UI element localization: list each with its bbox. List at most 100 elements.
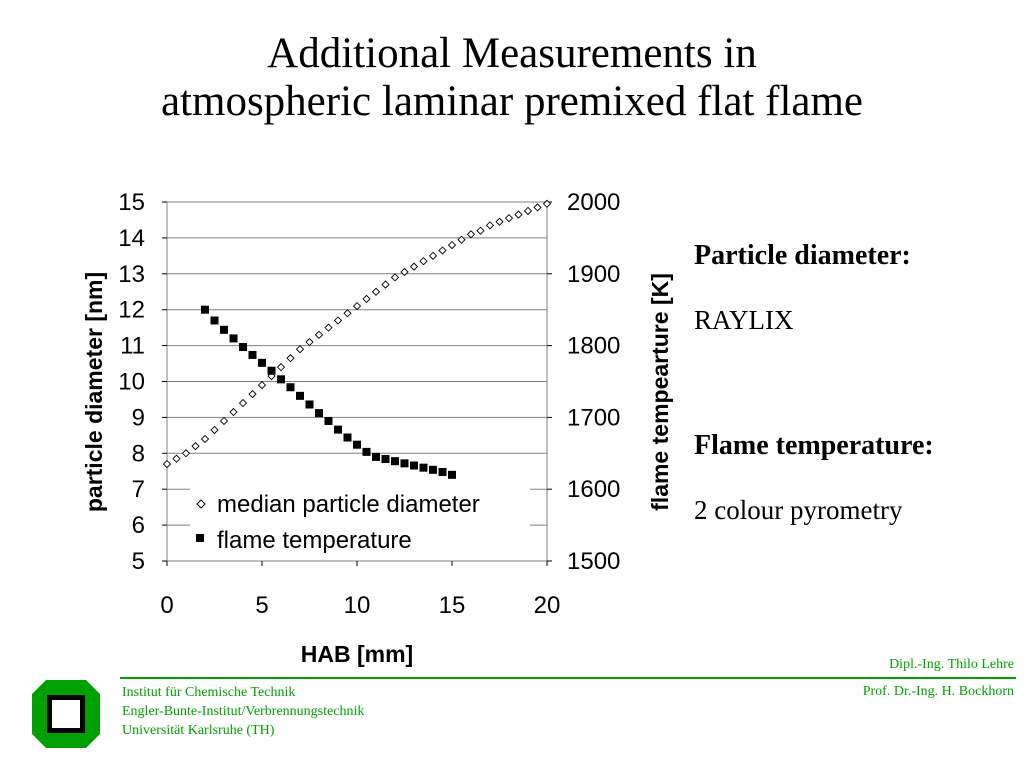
- diameter-point: [476, 226, 485, 235]
- temperature-point: [448, 470, 456, 479]
- slide-title: Additional Measurements in atmospheric l…: [0, 30, 1024, 126]
- right-tick-label: 1500: [567, 548, 620, 575]
- x-tick-label: 15: [439, 592, 466, 619]
- temperature-point: [296, 391, 304, 400]
- temperature-point: [334, 425, 342, 434]
- flame-temperature-heading: Flame temperature:: [694, 430, 934, 461]
- diameter-point: [305, 337, 314, 347]
- diameter-point: [200, 434, 210, 444]
- right-tick-label: 1800: [567, 333, 620, 360]
- left-axis-ticks: 5 6 7 8 9 10 11 12 13 14 15: [118, 189, 167, 575]
- diameter-point: [229, 407, 238, 417]
- series-median-particle-diameter: [162, 199, 552, 469]
- left-tick-label: 12: [118, 297, 145, 324]
- left-tick-label: 7: [132, 476, 145, 503]
- diameter-point: [504, 214, 514, 223]
- diameter-point: [371, 287, 381, 296]
- legend-label-median-particle-diameter: median particle diameter: [217, 491, 480, 518]
- temperature-point: [410, 461, 418, 470]
- temperature-point: [362, 447, 371, 456]
- left-tick-label: 8: [132, 440, 145, 467]
- temperature-point: [248, 350, 257, 359]
- diameter-point: [181, 449, 191, 458]
- temperature-point: [239, 343, 247, 352]
- particle-diameter-method: RAYLIX: [694, 305, 794, 335]
- temperature-point: [419, 463, 428, 472]
- y-axis-right-label: flame tempearture [K]: [647, 273, 673, 511]
- diameter-point: [514, 210, 523, 219]
- diameter-point: [210, 425, 219, 435]
- institute-line-1: Institut für Chemische Technik: [122, 685, 296, 700]
- diameter-point: [191, 441, 200, 451]
- diameter-point: [343, 309, 352, 318]
- temperature-point: [210, 316, 219, 325]
- legend-label-flame-temperature: flame temperature: [217, 527, 412, 554]
- diameter-point: [533, 203, 542, 212]
- right-tick-label: 1700: [567, 404, 620, 431]
- flame-temperature-method: 2 colour pyrometry: [694, 495, 903, 525]
- left-tick-label: 9: [132, 404, 145, 431]
- left-tick-label: 6: [132, 512, 145, 539]
- diameter-point: [419, 257, 428, 266]
- x-tick-label: 20: [534, 592, 561, 619]
- left-tick-label: 15: [118, 189, 145, 216]
- left-tick-label: 11: [120, 333, 145, 360]
- temperature-point: [277, 375, 285, 384]
- temperature-point: [201, 305, 209, 314]
- diameter-point: [295, 345, 305, 354]
- temperature-point: [391, 457, 399, 466]
- diameter-point: [438, 246, 447, 255]
- particle-diameter-heading: Particle diameter:: [694, 240, 911, 271]
- x-tick-label: 10: [344, 592, 371, 619]
- x-axis-label: HAB [mm]: [301, 641, 413, 667]
- temperature-point: [258, 358, 266, 367]
- diameter-point: [495, 217, 504, 226]
- diameter-point: [457, 235, 466, 244]
- temperature-point: [324, 416, 333, 425]
- institute-block: Institut für Chemische Technik Engler-Bu…: [122, 683, 364, 740]
- left-tick-label: 14: [118, 225, 145, 252]
- diameter-point: [238, 398, 248, 408]
- institute-line-3: Universität Karlsruhe (TH): [122, 723, 275, 738]
- diameter-point: [257, 380, 267, 390]
- diameter-point: [447, 240, 457, 250]
- temperature-point: [353, 440, 361, 449]
- temperature-point: [305, 400, 314, 409]
- x-tick-label: 0: [160, 592, 173, 619]
- temperature-point: [438, 467, 447, 476]
- left-tick-label: 10: [118, 369, 145, 396]
- diameter-point: [352, 301, 362, 311]
- x-tick-label: 5: [255, 592, 268, 619]
- temperature-point: [400, 459, 409, 468]
- diameter-point: [172, 454, 181, 463]
- footer-divider: [120, 677, 1016, 679]
- temperature-point: [429, 465, 437, 474]
- university-logo-icon: [32, 680, 100, 748]
- diameter-point: [523, 206, 533, 216]
- y-axis-left-label: particle diameter [nm]: [81, 272, 107, 512]
- x-axis-ticks: 0 5 10 15 20: [160, 561, 560, 619]
- diameter-point: [324, 323, 333, 332]
- right-tick-label: 2000: [567, 189, 620, 216]
- right-tick-label: 1600: [567, 476, 620, 503]
- temperature-point: [372, 452, 380, 461]
- slide-title-line-2: atmospheric laminar premixed flat flame: [160, 78, 864, 125]
- diameter-point: [428, 251, 438, 260]
- temperature-point: [220, 325, 228, 334]
- diameter-point: [390, 273, 400, 282]
- legend-diamond-icon: [196, 499, 206, 509]
- diameter-point: [276, 363, 286, 372]
- diameter-point: [381, 280, 390, 289]
- temperature-point: [315, 409, 323, 418]
- author-1: Dipl.-Ing. Thilo Lehre: [889, 657, 1014, 672]
- author-2: Prof. Dr.-Ing. H. Bockhorn: [862, 684, 1014, 699]
- left-tick-label: 13: [118, 261, 145, 288]
- diameter-point: [485, 221, 495, 230]
- diameter-point: [333, 316, 343, 325]
- left-tick-label: 5: [132, 548, 145, 575]
- legend-square-icon: [196, 534, 204, 542]
- legend: median particle diameter flame temperatu…: [190, 485, 530, 557]
- diameter-point: [362, 294, 371, 304]
- temperature-point: [267, 366, 276, 375]
- diameter-point: [466, 230, 476, 239]
